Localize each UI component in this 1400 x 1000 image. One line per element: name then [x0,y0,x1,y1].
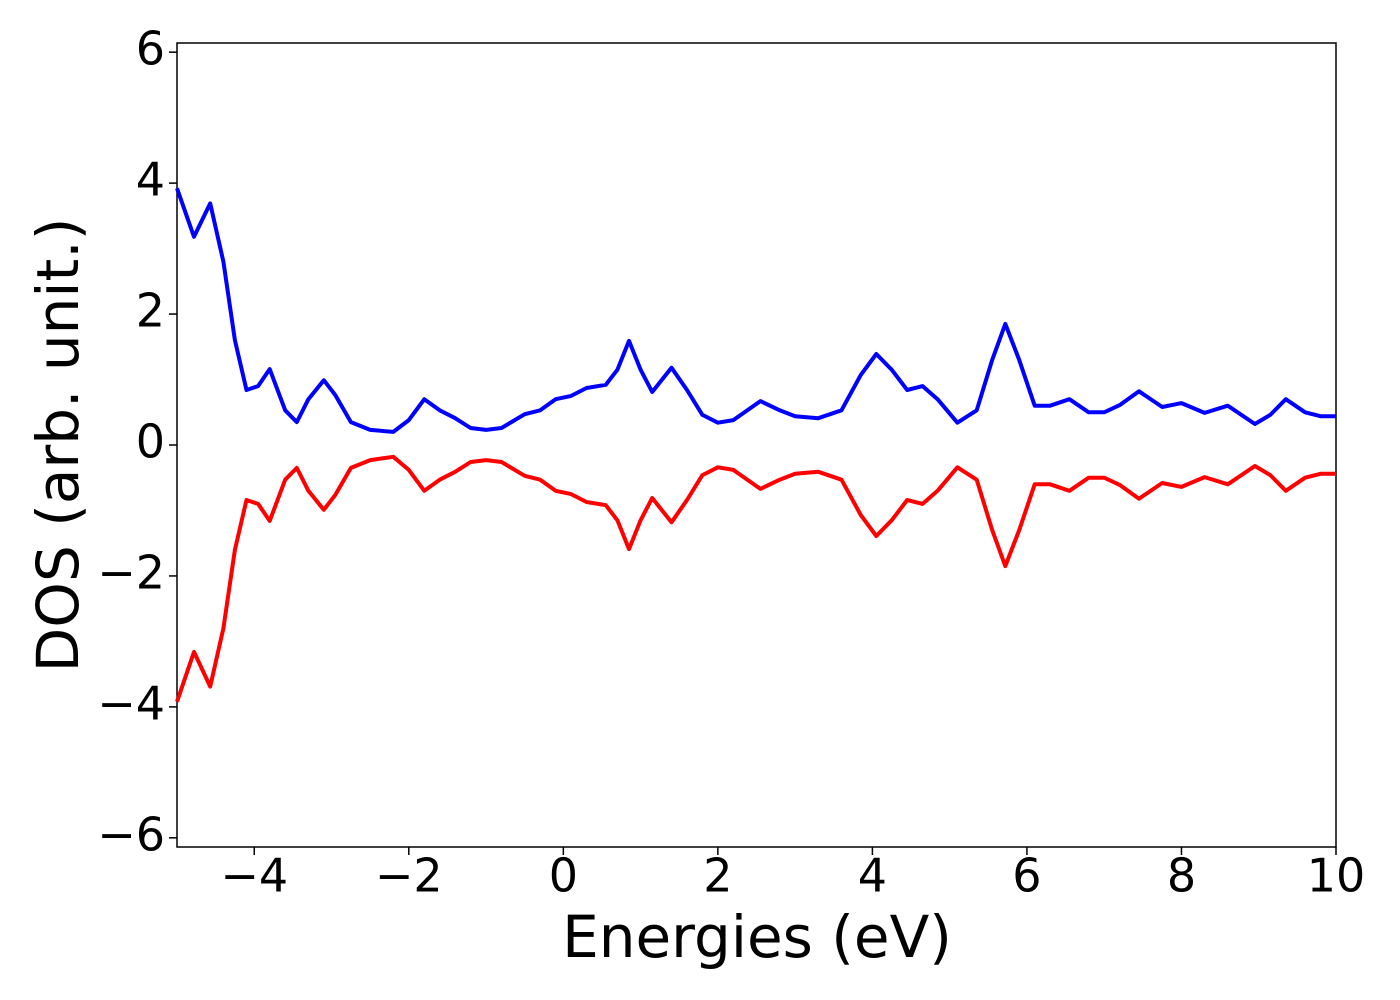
y-tick-label: 4 [136,153,165,207]
x-axis-label: Energies (eV) [562,903,952,971]
x-tick-label: 6 [1012,849,1041,903]
x-tick-label: −2 [375,849,443,903]
x-tick-label: 8 [1167,849,1196,903]
x-tick-label: 0 [549,849,578,903]
series-line [175,187,1336,434]
y-tick-label: −6 [97,807,165,861]
series-line [175,454,1336,703]
y-tick-label: 0 [136,415,165,469]
y-axis-label: DOS (arb. unit.) [24,218,92,673]
x-tick-label: 4 [858,849,887,903]
plot-frame [176,42,1337,848]
y-tick-label: 6 [136,22,165,76]
x-tick-label: −4 [220,849,288,903]
y-tick-label: −2 [97,545,165,599]
x-tick-label: 10 [1307,849,1366,903]
y-tick-label: 2 [136,284,165,338]
x-tick-label: 2 [703,849,732,903]
y-tick-label: −4 [97,676,165,730]
